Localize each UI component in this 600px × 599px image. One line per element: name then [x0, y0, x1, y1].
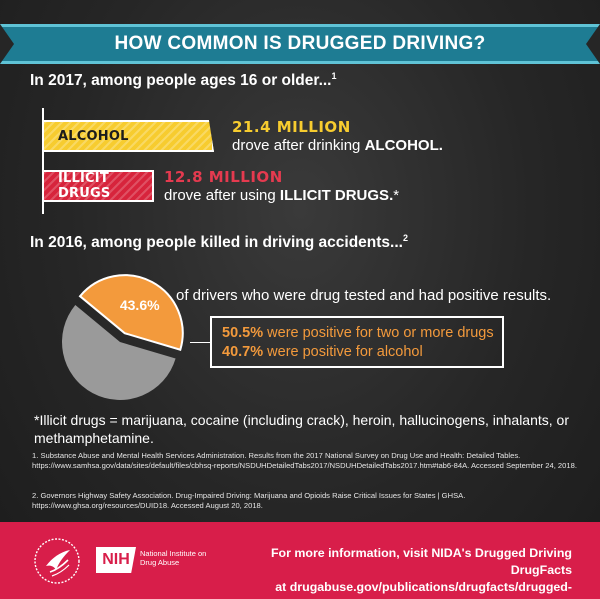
- callout-row-alcohol: 40.7% were positive for alcohol: [222, 343, 502, 362]
- illicit-description: drove after using ILLICIT DRUGS.*: [164, 187, 399, 204]
- footer-line-1: For more information, visit NIDA's Drugg…: [270, 546, 572, 577]
- footer-link[interactable]: at drugabuse.gov/publications/drugfacts/…: [275, 580, 572, 599]
- illicit-bar-label: ILLICIT DRUGS: [58, 171, 111, 201]
- footnote-mark-1: 1: [331, 71, 337, 81]
- alcohol-bar: ALCOHOL: [44, 120, 214, 152]
- reference-2: 2. Governors Highway Safety Association.…: [32, 491, 466, 510]
- hhs-eagle-logo-icon: [34, 538, 80, 584]
- illicit-desc-suffix: *: [393, 187, 400, 204]
- illicit-desc-prefix: drove after using: [164, 187, 280, 204]
- pie-description: of drivers who were drug tested and had …: [176, 287, 552, 304]
- alcohol-description: drove after drinking ALCOHOL.: [232, 137, 443, 154]
- illicit-drugs-footnote: *Illicit drugs = marijuana, cocaine (inc…: [34, 412, 570, 446]
- illicit-value: 12.8 MILLION: [164, 168, 283, 186]
- nida-name: National Institute on Drug Abuse: [140, 549, 207, 567]
- footnote-mark-2: 2: [402, 233, 408, 243]
- heading-2017-text: In 2017, among people ages 16 or older..…: [30, 72, 332, 90]
- pie-slice-positive: [78, 274, 184, 351]
- heading-2016-text: In 2016, among people killed in driving …: [30, 234, 403, 252]
- title-banner: HOW COMMON IS DRUGGED DRIVING?: [0, 24, 600, 64]
- positive-test-pie: 43.6%: [62, 274, 184, 400]
- heading-2016: In 2016, among people killed in driving …: [30, 233, 408, 252]
- callout-connector: [190, 342, 210, 343]
- bar-axis-line: [42, 108, 44, 214]
- callout-text-multi-drug: were positive for two or more drugs: [263, 325, 494, 341]
- alcohol-desc-bold: ALCOHOL.: [364, 137, 443, 154]
- pie-slice-rest: [62, 305, 176, 400]
- footer-banner: NIH National Institute on Drug Abuse For…: [0, 522, 600, 599]
- callout-text-alcohol: were positive for alcohol: [263, 344, 423, 360]
- callout-row-multi-drug: 50.5% were positive for two or more drug…: [222, 324, 502, 343]
- callout-pct-alcohol: 40.7%: [222, 344, 264, 360]
- illicit-drugs-bar: ILLICIT DRUGS: [44, 170, 154, 202]
- alcohol-value: 21.4 MILLION: [232, 118, 351, 136]
- pie-value-label: 43.6%: [120, 297, 160, 313]
- reference-1: 1. Substance Abuse and Mental Health Ser…: [32, 451, 577, 470]
- nih-logo[interactable]: NIH: [96, 547, 136, 573]
- callout-pct-multi-drug: 50.5%: [222, 325, 264, 341]
- page-title: HOW COMMON IS DRUGGED DRIVING?: [114, 33, 486, 54]
- alcohol-desc-prefix: drove after drinking: [232, 137, 365, 154]
- alcohol-bar-label: ALCOHOL: [58, 128, 129, 144]
- footer-info: For more information, visit NIDA's Drugg…: [232, 545, 572, 599]
- callout-box: 50.5% were positive for two or more drug…: [210, 316, 504, 368]
- heading-2017: In 2017, among people ages 16 or older..…: [30, 71, 337, 90]
- illicit-desc-bold: ILLICIT DRUGS.: [279, 187, 394, 204]
